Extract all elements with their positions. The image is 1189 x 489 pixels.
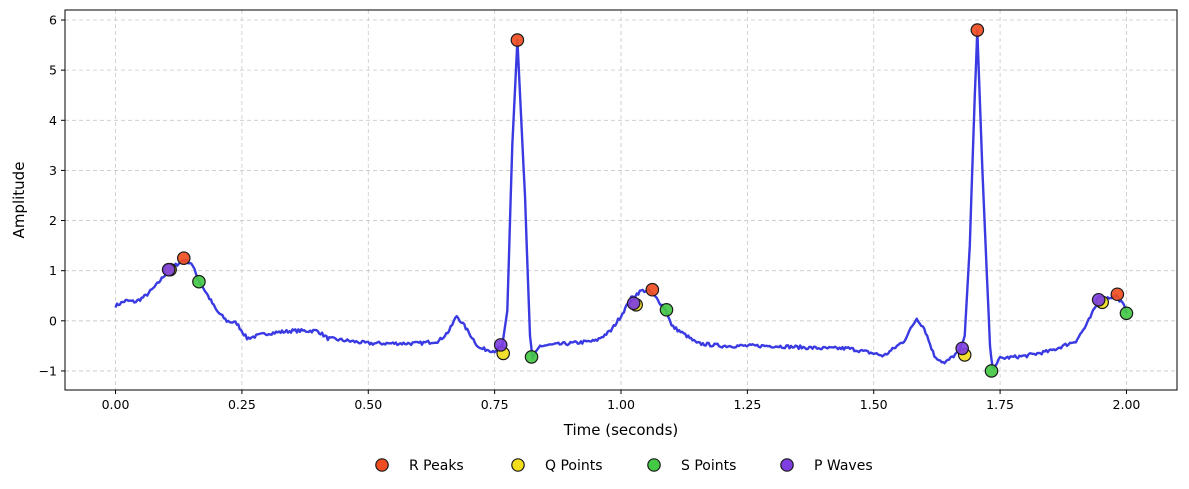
p-waves-marker <box>626 296 641 311</box>
x-tick-label: 0.00 <box>102 397 130 412</box>
r-peaks-marker <box>970 23 985 37</box>
x-tick-label: 1.75 <box>986 397 1014 412</box>
p-waves-marker <box>1091 292 1106 307</box>
legend-marker-s-points <box>647 458 661 472</box>
r-peaks-marker <box>176 251 191 265</box>
r-peaks-marker <box>1110 287 1125 302</box>
x-tick-label: 0.50 <box>354 397 382 412</box>
y-tick-label: 2 <box>49 213 57 228</box>
p-waves-marker <box>493 338 508 352</box>
legend-marker-p-waves <box>780 458 794 472</box>
legend-marker-r-peaks <box>375 458 389 472</box>
y-tick-label: 0 <box>49 313 57 328</box>
x-tick-label: 1.50 <box>860 397 888 412</box>
legend-label-p-waves: P Waves <box>814 458 873 474</box>
legend-label-q-points: Q Points <box>545 458 603 474</box>
x-axis-ticks: 0.00 0.25 0.50 0.75 1.00 1.25 1.50 1.75 2.00 <box>102 390 1141 412</box>
y-axis-label: Amplitude <box>10 162 28 239</box>
p-waves-marker <box>161 262 176 277</box>
legend-marker-q-points <box>511 458 525 472</box>
y-axis-ticks: −1 0 1 2 3 4 5 6 <box>39 13 65 378</box>
y-tick-label: 1 <box>49 263 57 278</box>
x-tick-label: 2.00 <box>1113 397 1141 412</box>
y-tick-label: −1 <box>39 363 57 378</box>
legend-label-r-peaks: R Peaks <box>409 458 464 474</box>
p-waves-marker <box>955 341 969 356</box>
s-points-marker <box>192 274 206 289</box>
legend: R Peaks Q Points S Points P Waves <box>375 458 873 474</box>
x-tick-label: 0.25 <box>228 397 256 412</box>
s-points-marker <box>659 302 674 317</box>
x-tick-label: 1.25 <box>733 397 761 412</box>
y-tick-label: 5 <box>49 63 57 78</box>
x-tick-label: 1.00 <box>607 397 635 412</box>
legend-label-s-points: S Points <box>681 458 736 474</box>
y-tick-label: 3 <box>49 163 57 178</box>
r-peaks-marker <box>510 33 525 47</box>
y-tick-label: 6 <box>49 13 57 28</box>
s-points-marker <box>524 350 539 364</box>
y-tick-label: 4 <box>49 113 57 128</box>
annotation-points <box>161 23 1134 378</box>
x-axis-label: Time (seconds) <box>563 421 679 439</box>
r-peaks-marker <box>645 282 660 297</box>
s-points-marker <box>984 364 999 378</box>
x-tick-label: 0.75 <box>481 397 509 412</box>
s-points-marker <box>1119 306 1134 321</box>
grid <box>65 10 1177 390</box>
